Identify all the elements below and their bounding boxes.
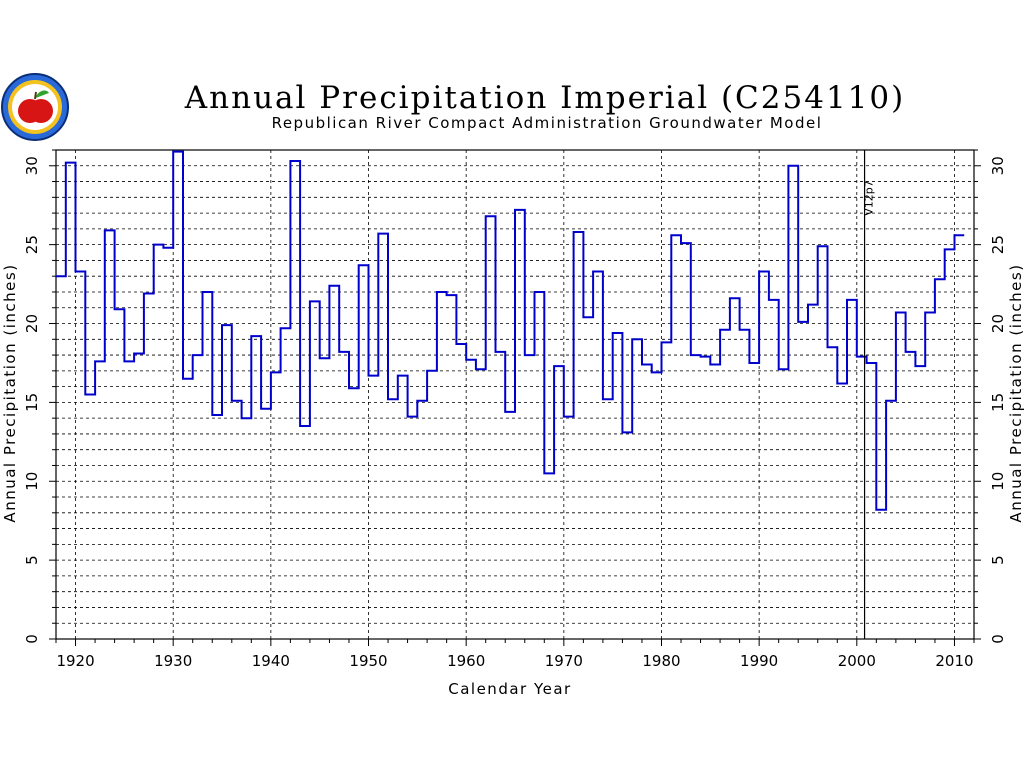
y-tick-label-left: 15: [23, 393, 41, 412]
seal-logo: [1, 73, 69, 141]
y-tick-label-left: 30: [23, 156, 41, 175]
y-tick-label-left: 25: [23, 235, 41, 254]
y-tick-label-left: 5: [23, 555, 41, 565]
x-tick-label: 1990: [740, 652, 778, 670]
y-tick-label-left: 10: [23, 472, 41, 491]
x-tick-label: 1960: [447, 652, 485, 670]
annotations: V12p7: [863, 150, 876, 639]
x-tick-label: 1940: [252, 652, 290, 670]
precipitation-series: [56, 150, 965, 511]
y-tick-label-right: 20: [989, 314, 1007, 333]
x-tick-label: 2000: [838, 652, 876, 670]
chart-title: Annual Precipitation Imperial (C254110): [184, 80, 905, 116]
x-tick-label: 1980: [642, 652, 680, 670]
y-tick-label-left: 20: [23, 314, 41, 333]
y-tick-label-right: 5: [989, 555, 1007, 565]
x-tick-label: 2010: [935, 652, 973, 670]
y-tick-label-right: 25: [989, 235, 1007, 254]
x-tick-label: 1950: [349, 652, 387, 670]
y-axis-label-left: Annual Precipitation (inches): [1, 263, 19, 522]
version-marker-label: V12p7: [863, 180, 876, 216]
y-tick-label-right: 10: [989, 472, 1007, 491]
axes: [49, 149, 981, 646]
tick-labels: 1920 1930 1940 1950 1960 1970 1980 1990 2000 2010…: [23, 156, 1007, 670]
chart-subtitle: Republican River Compact Administration …: [272, 114, 823, 132]
x-axis-label: Calendar Year: [448, 680, 571, 698]
x-tick-label: 1920: [56, 652, 94, 670]
x-tick-label: 1930: [154, 652, 192, 670]
y-axis-label-right: Annual Precipitation (inches): [1007, 263, 1024, 522]
x-tick-label: 1970: [545, 652, 583, 670]
plot-frame: [55, 149, 975, 640]
y-tick-label-right: 30: [989, 156, 1007, 175]
precipitation-step-line: [56, 150, 965, 511]
y-tick-label-right: 0: [989, 634, 1007, 644]
y-tick-label-left: 0: [23, 634, 41, 644]
y-tick-label-right: 15: [989, 393, 1007, 412]
